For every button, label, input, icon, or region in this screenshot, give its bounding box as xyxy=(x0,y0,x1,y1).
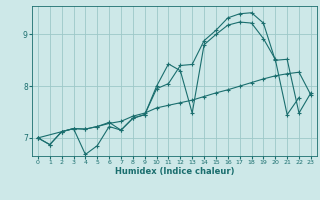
X-axis label: Humidex (Indice chaleur): Humidex (Indice chaleur) xyxy=(115,167,234,176)
